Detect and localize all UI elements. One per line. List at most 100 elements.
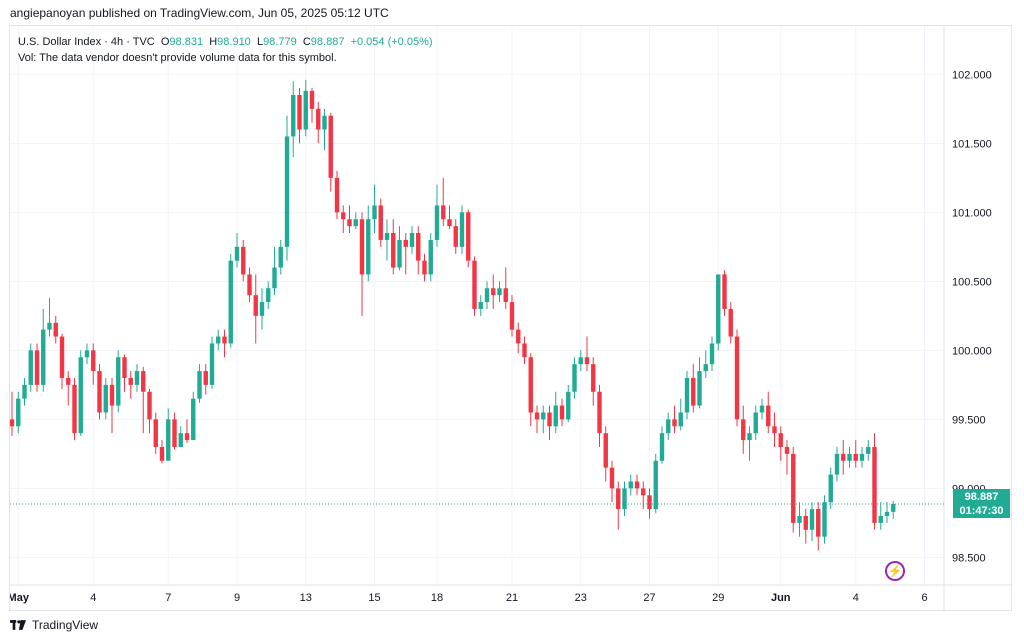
candle-body xyxy=(366,219,371,275)
candle-body xyxy=(891,503,896,512)
candle-body xyxy=(666,419,671,434)
candle-body xyxy=(759,405,765,413)
candle-body xyxy=(197,371,202,399)
candle-body xyxy=(766,405,771,427)
candle-body xyxy=(634,481,640,489)
candle-body xyxy=(241,246,246,275)
candle-body xyxy=(866,446,871,454)
x-tick-label: 4 xyxy=(853,592,859,604)
candle-body xyxy=(716,274,721,344)
candle-body xyxy=(153,419,158,447)
last-price-value: 98.887 xyxy=(964,491,999,503)
candle-body xyxy=(216,336,221,344)
lightning-icon[interactable]: ⚡ xyxy=(885,561,905,581)
candle-body xyxy=(34,350,40,385)
change-value: +0.054 (+0.05%) xyxy=(350,36,433,48)
x-tick-label: 4 xyxy=(90,592,96,604)
low-label: L xyxy=(256,36,264,48)
candle-body xyxy=(778,433,783,447)
candle-body xyxy=(553,405,558,427)
candle-body xyxy=(72,384,77,434)
candle-body xyxy=(428,239,433,275)
x-tick-label: May xyxy=(10,592,30,604)
candle-body xyxy=(522,343,527,358)
candle-body xyxy=(528,357,533,413)
candle-body xyxy=(266,288,271,303)
candle-body xyxy=(591,364,596,392)
candle-body xyxy=(572,364,577,392)
candle-body xyxy=(884,511,890,516)
candle-body xyxy=(784,446,790,454)
y-tick-label: 102.000 xyxy=(952,69,992,81)
candle-body xyxy=(459,212,465,247)
candle-body xyxy=(253,295,258,316)
candle-body xyxy=(622,488,627,510)
close-value: 98.887 xyxy=(310,36,345,48)
candle-body xyxy=(753,412,758,434)
candle-body xyxy=(722,274,727,309)
candle-body xyxy=(578,357,583,365)
x-tick-label: 18 xyxy=(431,592,443,604)
candle-body xyxy=(516,329,521,344)
candle-body xyxy=(191,398,196,441)
x-tick-label: 27 xyxy=(643,592,655,604)
candle-body xyxy=(347,219,352,227)
candle-body xyxy=(878,515,883,523)
candle-body xyxy=(384,233,390,240)
volume-note: Vol: The data vendor doesn't provide vol… xyxy=(18,52,337,64)
candle-body xyxy=(747,433,752,441)
candle-body xyxy=(322,115,327,130)
candle-body xyxy=(534,412,540,420)
ohlc-line: U.S. Dollar Index · 4h · TVC O98.831 H98… xyxy=(18,34,433,50)
candle-body xyxy=(247,274,252,296)
candle-body xyxy=(141,371,146,392)
chart-pane[interactable]: 102.000 101.500 101.000 100.500 100.000 99.50… xyxy=(9,25,1013,612)
candle-body xyxy=(541,412,546,420)
candle-body xyxy=(822,502,827,537)
x-tick-label: 21 xyxy=(506,592,518,604)
candle-body xyxy=(109,384,115,406)
candle-body xyxy=(409,233,415,247)
candle-body xyxy=(603,433,608,468)
candle-body xyxy=(609,467,615,489)
chart-legend: U.S. Dollar Index · 4h · TVC O98.831 H98… xyxy=(18,34,433,66)
candle-body xyxy=(28,350,33,385)
tradingview-logo-icon xyxy=(10,620,26,630)
symbol-name[interactable]: U.S. Dollar Index · 4h · TVC xyxy=(18,36,155,48)
close-label: C xyxy=(302,36,311,48)
candle-body xyxy=(259,302,265,316)
candlestick-chart[interactable]: 102.000 101.500 101.000 100.500 100.000 99.50… xyxy=(10,26,1013,612)
candle-body xyxy=(184,433,190,441)
candle-body xyxy=(853,453,858,461)
candle-body xyxy=(441,205,446,220)
candle-body xyxy=(741,419,746,441)
candle-body xyxy=(16,398,21,427)
candle-body xyxy=(91,350,96,372)
candle-body xyxy=(797,515,802,523)
candle-body xyxy=(178,433,183,447)
x-tick-label: Jun xyxy=(771,592,791,604)
candle-body xyxy=(303,90,308,130)
candle-body xyxy=(397,239,402,268)
candle-body xyxy=(728,308,733,337)
candle-body xyxy=(334,177,340,213)
x-tick-label: 15 xyxy=(368,592,380,604)
candle-body xyxy=(847,453,852,461)
candle-body xyxy=(353,219,358,227)
candle-body xyxy=(491,288,496,296)
high-value: 98.910 xyxy=(217,36,251,48)
y-tick-label: 99.500 xyxy=(952,414,986,426)
footer-brand: TradingView xyxy=(10,618,98,632)
open-label: O xyxy=(160,36,170,48)
x-tick-label: 9 xyxy=(234,592,240,604)
y-tick-label: 100.000 xyxy=(952,345,992,357)
low-value: 98.779 xyxy=(263,36,297,48)
candle-body xyxy=(403,239,408,247)
candle-body xyxy=(503,288,508,303)
candle-body xyxy=(291,95,296,137)
candle-body xyxy=(653,460,658,510)
candle-body xyxy=(78,357,83,434)
candle-body xyxy=(809,509,815,530)
y-tick-label: 100.500 xyxy=(952,276,992,288)
candle-body xyxy=(316,108,321,130)
